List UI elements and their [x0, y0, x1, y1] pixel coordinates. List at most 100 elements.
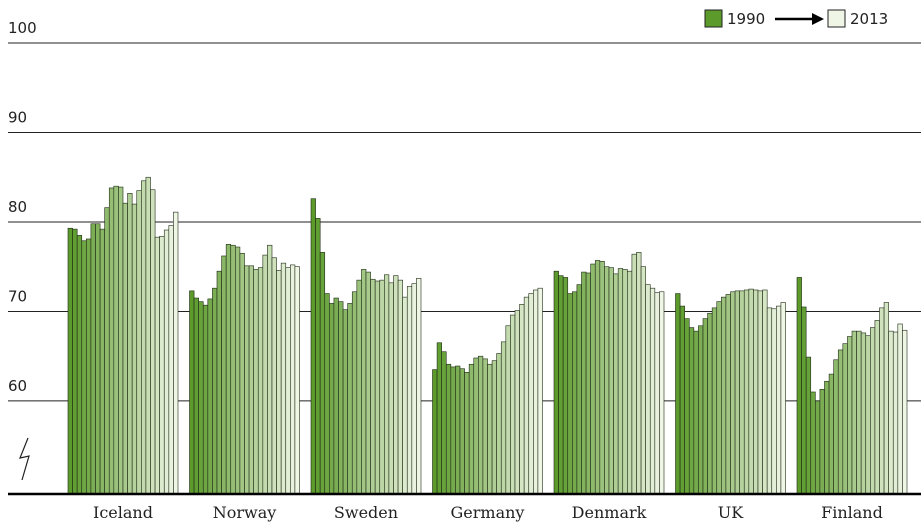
bar	[851, 330, 857, 495]
bar	[478, 355, 484, 495]
bar	[739, 290, 745, 495]
bar	[828, 373, 834, 495]
bar	[108, 187, 115, 495]
bar	[384, 274, 390, 495]
bar	[72, 228, 78, 495]
bar	[833, 359, 839, 495]
y-tick-label: 60	[8, 377, 27, 395]
bar	[482, 358, 488, 495]
bar	[776, 305, 782, 495]
bar	[702, 318, 708, 495]
bar	[338, 301, 344, 495]
bar	[753, 289, 759, 495]
bar	[104, 207, 110, 495]
bar	[310, 198, 316, 495]
bar	[248, 265, 254, 495]
bar	[402, 296, 408, 495]
bar	[90, 223, 96, 495]
bar	[342, 309, 348, 495]
bar	[721, 296, 727, 495]
bar	[762, 289, 768, 495]
bar	[136, 190, 142, 495]
bar	[599, 261, 605, 495]
bar	[487, 363, 493, 495]
x-tick-label: Norway	[213, 503, 277, 522]
bar	[150, 189, 156, 495]
bar	[796, 277, 802, 495]
bar	[212, 287, 218, 495]
bar	[379, 279, 385, 495]
bar	[613, 273, 619, 495]
bar	[207, 298, 213, 495]
bar	[290, 264, 296, 495]
bar	[432, 369, 438, 495]
bar	[725, 294, 731, 495]
bar	[679, 305, 685, 495]
bar	[698, 325, 704, 495]
y-tick-label: 70	[8, 287, 27, 305]
bar	[168, 225, 174, 495]
bar	[267, 244, 273, 495]
bar	[847, 336, 853, 495]
bar	[675, 293, 681, 495]
x-tick-label: Denmark	[572, 503, 647, 522]
bar	[879, 307, 885, 495]
bar	[145, 176, 151, 495]
bar	[67, 227, 73, 495]
bar	[276, 269, 282, 495]
x-tick-label: Iceland	[93, 503, 153, 522]
bar	[329, 303, 335, 495]
axis-break	[19, 437, 30, 481]
bar	[464, 372, 470, 495]
bar	[406, 286, 413, 495]
bar	[280, 262, 287, 495]
x-tick-label: Finland	[821, 503, 883, 522]
bar	[262, 254, 268, 495]
bar	[528, 293, 534, 495]
bar	[361, 269, 367, 495]
bar	[766, 307, 773, 495]
bar	[510, 314, 516, 495]
y-tick-label: 90	[8, 108, 27, 126]
bar	[473, 357, 479, 495]
bar	[221, 255, 227, 495]
bar	[757, 290, 763, 495]
x-tick-label: Germany	[451, 503, 525, 522]
bar	[374, 280, 381, 495]
bar	[356, 279, 362, 495]
bar	[333, 297, 339, 495]
bar	[370, 278, 376, 495]
bar	[159, 235, 165, 495]
bar	[225, 244, 232, 495]
bar	[860, 332, 867, 495]
bar	[393, 275, 399, 495]
bar	[617, 268, 624, 495]
bar	[649, 287, 656, 495]
bar	[608, 267, 614, 495]
bar	[235, 246, 241, 495]
bar	[455, 365, 461, 495]
bar	[604, 266, 610, 495]
bar	[572, 291, 578, 495]
bar	[636, 252, 642, 495]
bar	[294, 266, 300, 495]
bar	[523, 296, 530, 495]
x-tick-label: Sweden	[334, 503, 398, 522]
bar	[127, 193, 133, 495]
bar	[654, 292, 660, 495]
bar	[883, 302, 889, 495]
bar	[230, 244, 236, 495]
bar	[118, 186, 124, 495]
bar	[450, 366, 456, 495]
bar	[491, 360, 497, 495]
bar	[902, 329, 908, 495]
bar	[533, 289, 539, 495]
bar	[445, 363, 452, 495]
bar	[505, 325, 511, 495]
legend-end: 2013	[850, 10, 888, 28]
bar	[216, 270, 222, 495]
bar	[198, 301, 204, 495]
bar	[892, 331, 899, 495]
bar	[244, 265, 250, 495]
bar	[441, 351, 447, 495]
